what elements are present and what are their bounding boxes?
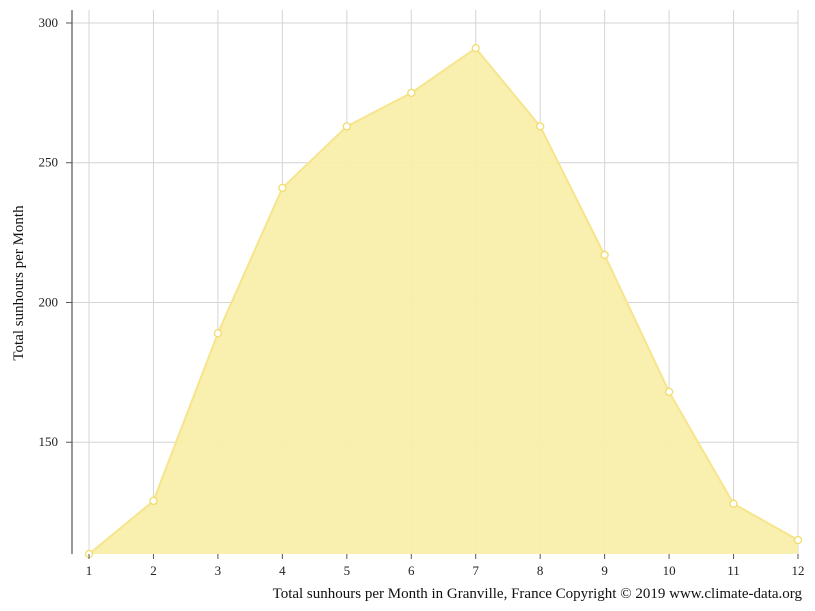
data-point-10	[664, 387, 674, 397]
sunhours-area	[89, 48, 798, 554]
x-tick-label-1: 1	[86, 563, 93, 578]
y-axis-title: Total sunhours per Month	[11, 205, 27, 361]
x-tick-label-10: 10	[663, 563, 676, 578]
y-tick-label-200: 200	[39, 294, 59, 309]
y-axis-ticks: 150 200 250 300	[39, 15, 72, 449]
data-point-8	[536, 122, 545, 131]
x-axis-ticks: 1 2 3 4 5 6 7 8 9 10 11 12	[86, 554, 805, 578]
data-point-markers	[84, 44, 803, 559]
x-tick-label-8: 8	[537, 563, 544, 578]
x-tick-label-11: 11	[727, 563, 740, 578]
x-tick-label-3: 3	[215, 563, 222, 578]
x-tick-label-2: 2	[150, 563, 157, 578]
y-tick-label-150: 150	[39, 434, 59, 449]
data-point-9	[600, 250, 609, 260]
x-tick-label-5: 5	[344, 563, 351, 578]
x-tick-label-4: 4	[279, 563, 286, 578]
y-tick-label-300: 300	[39, 15, 59, 30]
x-tick-label-6: 6	[408, 563, 415, 578]
x-tick-label-9: 9	[601, 563, 608, 578]
x-tick-label-12: 12	[792, 563, 805, 578]
data-point-5	[342, 122, 351, 131]
data-point-3	[213, 329, 223, 338]
chart-caption: Total sunhours per Month in Granville, F…	[273, 586, 803, 602]
x-tick-label-7: 7	[472, 563, 479, 578]
data-point-6	[407, 88, 416, 98]
y-tick-label-250: 250	[39, 155, 59, 170]
data-point-4	[278, 183, 287, 193]
data-point-2	[149, 496, 158, 506]
data-point-7	[471, 44, 480, 53]
data-point-12	[793, 535, 803, 545]
data-point-11	[729, 499, 738, 508]
sunhours-series-line	[88, 46, 799, 555]
